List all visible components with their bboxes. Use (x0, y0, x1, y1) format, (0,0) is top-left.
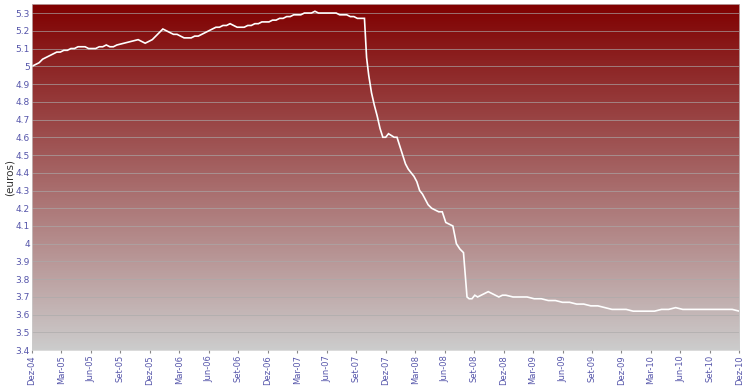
Y-axis label: (euros): (euros) (4, 159, 14, 196)
